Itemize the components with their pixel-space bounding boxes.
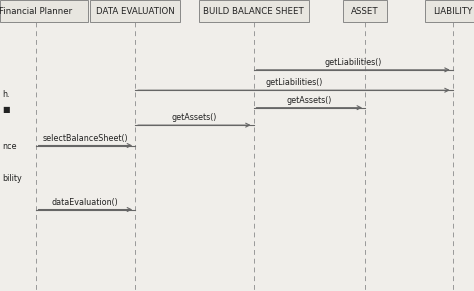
Text: selectBalanceSheet(): selectBalanceSheet() xyxy=(43,134,128,143)
FancyBboxPatch shape xyxy=(199,0,309,22)
Text: DATA EVALUATION: DATA EVALUATION xyxy=(96,6,174,15)
FancyBboxPatch shape xyxy=(90,0,180,22)
FancyBboxPatch shape xyxy=(0,0,88,22)
Text: getAssets(): getAssets() xyxy=(172,113,217,122)
Text: bility: bility xyxy=(2,175,22,183)
Text: h.: h. xyxy=(2,90,9,99)
Text: BUILD BALANCE SHEET: BUILD BALANCE SHEET xyxy=(203,6,304,15)
Text: ASSET: ASSET xyxy=(351,6,379,15)
Text: Financial Planner: Financial Planner xyxy=(0,6,72,15)
FancyBboxPatch shape xyxy=(343,0,387,22)
Text: LIABILITY: LIABILITY xyxy=(433,6,473,15)
Text: getAssets(): getAssets() xyxy=(287,96,332,105)
FancyBboxPatch shape xyxy=(425,0,474,22)
Text: getLiabilities(): getLiabilities() xyxy=(265,78,323,87)
Text: dataEvaluation(): dataEvaluation() xyxy=(52,198,118,207)
Text: nce: nce xyxy=(2,143,17,151)
Text: ■: ■ xyxy=(2,105,9,113)
Text: getLiabilities(): getLiabilities() xyxy=(324,58,382,67)
